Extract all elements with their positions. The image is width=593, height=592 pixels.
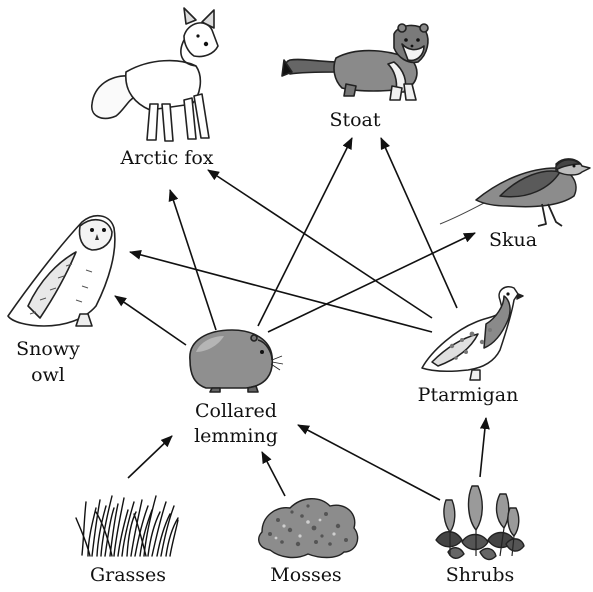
- arrow-lemming-to-fox: [168, 189, 217, 331]
- arrow-lemming-to-stoat: [257, 137, 353, 327]
- arrow-shrubs-to-ptarmigan: [479, 417, 490, 478]
- arrow-mosses-to-lemming: [261, 451, 286, 497]
- label-lemming-line2: lemming: [194, 425, 278, 447]
- ptarmigan-icon: [421, 286, 524, 381]
- arctic-fox-icon: [91, 7, 219, 142]
- arrow-ptarmigan-to-owl: [129, 249, 433, 333]
- arrow-ptarmigan-to-stoat: [380, 137, 458, 309]
- snowy-owl-icon: [7, 215, 116, 327]
- label-grasses: Grasses: [90, 564, 166, 586]
- mosses-icon: [258, 498, 359, 559]
- arrow-lemming-to-owl: [114, 295, 187, 346]
- label-shrubs: Shrubs: [446, 564, 515, 586]
- label-snowy-owl-line1: Snowy: [16, 338, 80, 360]
- stoat-icon: [281, 23, 429, 101]
- arrow-shrubs-to-lemming: [297, 424, 441, 501]
- label-snowy-owl-line2: owl: [31, 364, 65, 386]
- label-mosses: Mosses: [270, 564, 341, 586]
- arrow-lemming-to-skua: [267, 232, 476, 333]
- arrow-ptarmigan-to-fox: [207, 169, 433, 319]
- lemming-icon: [189, 329, 284, 393]
- label-ptarmigan: Ptarmigan: [418, 384, 519, 406]
- skua-icon: [439, 158, 591, 227]
- arrow-grasses-to-lemming: [127, 435, 173, 479]
- label-stoat: Stoat: [329, 109, 380, 131]
- label-arctic-fox: Arctic fox: [119, 147, 213, 169]
- label-lemming-line1: Collared: [195, 400, 277, 422]
- grasses-icon: [75, 495, 179, 557]
- arrows: [114, 137, 490, 501]
- label-skua: Skua: [489, 229, 537, 251]
- shrubs-icon: [435, 485, 525, 561]
